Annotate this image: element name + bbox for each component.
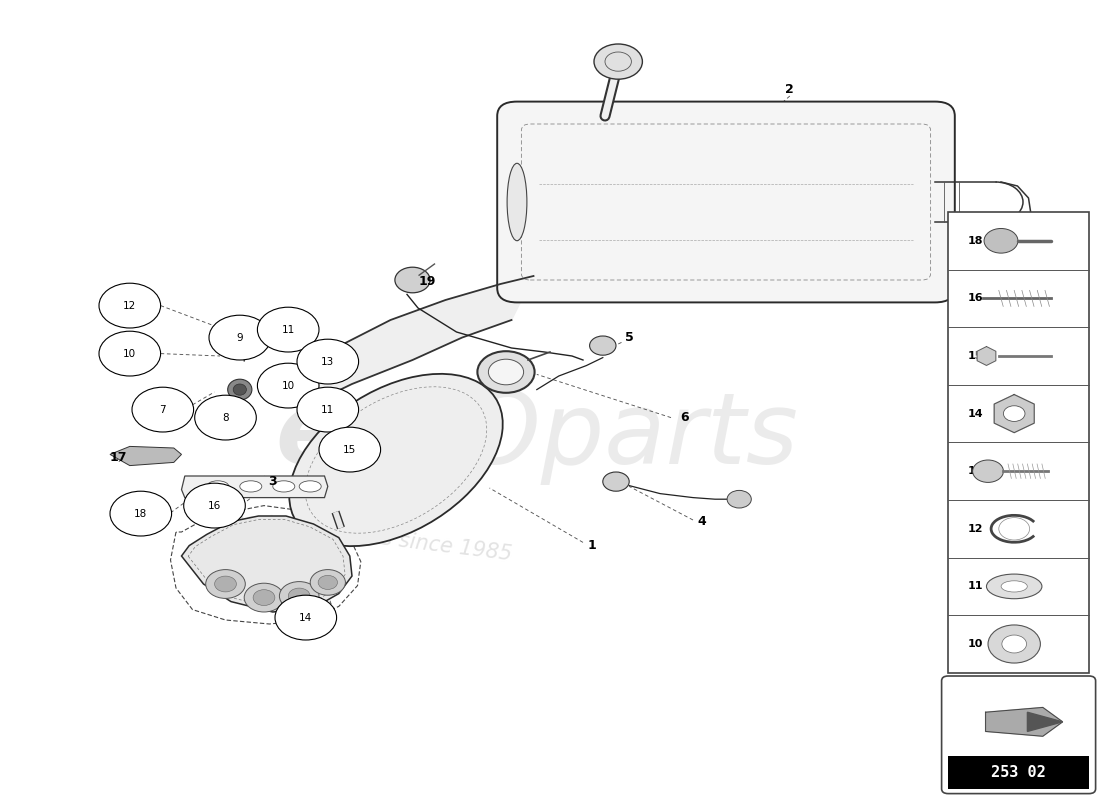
Circle shape — [257, 363, 319, 408]
Circle shape — [310, 570, 345, 595]
Text: 17: 17 — [110, 451, 128, 464]
Text: 19: 19 — [418, 275, 436, 288]
Circle shape — [603, 472, 629, 491]
Polygon shape — [182, 476, 328, 498]
Circle shape — [132, 387, 194, 432]
Text: 12: 12 — [123, 301, 136, 310]
Text: 7: 7 — [160, 405, 166, 414]
Circle shape — [297, 339, 359, 384]
Ellipse shape — [207, 481, 229, 492]
Ellipse shape — [299, 481, 321, 492]
Text: 12: 12 — [968, 524, 983, 534]
Text: 14: 14 — [968, 409, 983, 418]
Polygon shape — [986, 707, 1063, 736]
Polygon shape — [182, 516, 352, 612]
Text: 4: 4 — [697, 515, 706, 528]
Ellipse shape — [273, 481, 295, 492]
Polygon shape — [1027, 712, 1063, 731]
Circle shape — [279, 582, 319, 610]
Text: 18: 18 — [968, 236, 983, 246]
Text: Oparts: Oparts — [462, 388, 798, 485]
Polygon shape — [994, 394, 1034, 433]
Text: 15: 15 — [343, 445, 356, 454]
Ellipse shape — [233, 384, 246, 395]
Text: 2: 2 — [785, 83, 794, 96]
Text: 14: 14 — [299, 613, 312, 622]
FancyBboxPatch shape — [497, 102, 955, 302]
Circle shape — [999, 518, 1030, 540]
Text: 18: 18 — [134, 509, 147, 518]
Ellipse shape — [248, 344, 263, 352]
Polygon shape — [302, 276, 534, 408]
Circle shape — [488, 359, 524, 385]
Text: 10: 10 — [282, 381, 295, 390]
Circle shape — [288, 588, 310, 604]
Ellipse shape — [289, 374, 503, 546]
Bar — [948, 757, 1089, 789]
Text: 1: 1 — [587, 539, 596, 552]
Text: 15: 15 — [968, 351, 983, 361]
Circle shape — [1003, 406, 1025, 422]
Bar — [948, 212, 1089, 673]
Circle shape — [297, 387, 359, 432]
Circle shape — [1002, 635, 1026, 653]
Circle shape — [184, 483, 245, 528]
Text: eur: eur — [275, 388, 463, 485]
Circle shape — [727, 490, 751, 508]
Text: 8: 8 — [222, 413, 229, 422]
Circle shape — [984, 229, 1018, 253]
Circle shape — [972, 460, 1003, 482]
Circle shape — [209, 315, 271, 360]
Text: 253 02: 253 02 — [991, 765, 1046, 780]
Text: 13: 13 — [321, 357, 334, 366]
Circle shape — [988, 625, 1041, 663]
Text: 16: 16 — [208, 501, 221, 510]
Ellipse shape — [1001, 581, 1027, 592]
Circle shape — [195, 395, 256, 440]
Text: 11: 11 — [968, 582, 983, 591]
Circle shape — [244, 583, 284, 612]
Text: 9: 9 — [236, 333, 243, 342]
Circle shape — [99, 283, 161, 328]
Ellipse shape — [987, 574, 1042, 598]
Text: 16: 16 — [968, 294, 983, 303]
Ellipse shape — [240, 481, 262, 492]
Circle shape — [590, 336, 616, 355]
Polygon shape — [110, 446, 182, 466]
FancyBboxPatch shape — [942, 676, 1096, 794]
Ellipse shape — [228, 379, 252, 400]
Circle shape — [318, 575, 338, 590]
Circle shape — [395, 267, 430, 293]
Text: 5: 5 — [625, 331, 634, 344]
Circle shape — [275, 595, 337, 640]
Polygon shape — [240, 324, 251, 362]
Text: 11: 11 — [282, 325, 295, 334]
Circle shape — [253, 590, 275, 606]
Text: 6: 6 — [680, 411, 689, 424]
Text: 3: 3 — [268, 475, 277, 488]
Circle shape — [206, 570, 245, 598]
Polygon shape — [977, 346, 996, 366]
Circle shape — [99, 331, 161, 376]
Circle shape — [110, 491, 172, 536]
Ellipse shape — [507, 163, 527, 241]
Text: a passion for parts since 1985: a passion for parts since 1985 — [198, 506, 513, 564]
Circle shape — [594, 44, 642, 79]
Text: 13: 13 — [968, 466, 983, 476]
Text: 10: 10 — [123, 349, 136, 358]
Text: 10: 10 — [968, 639, 983, 649]
Circle shape — [319, 427, 381, 472]
Circle shape — [257, 307, 319, 352]
Text: 11: 11 — [321, 405, 334, 414]
Circle shape — [214, 576, 236, 592]
Circle shape — [477, 351, 535, 393]
